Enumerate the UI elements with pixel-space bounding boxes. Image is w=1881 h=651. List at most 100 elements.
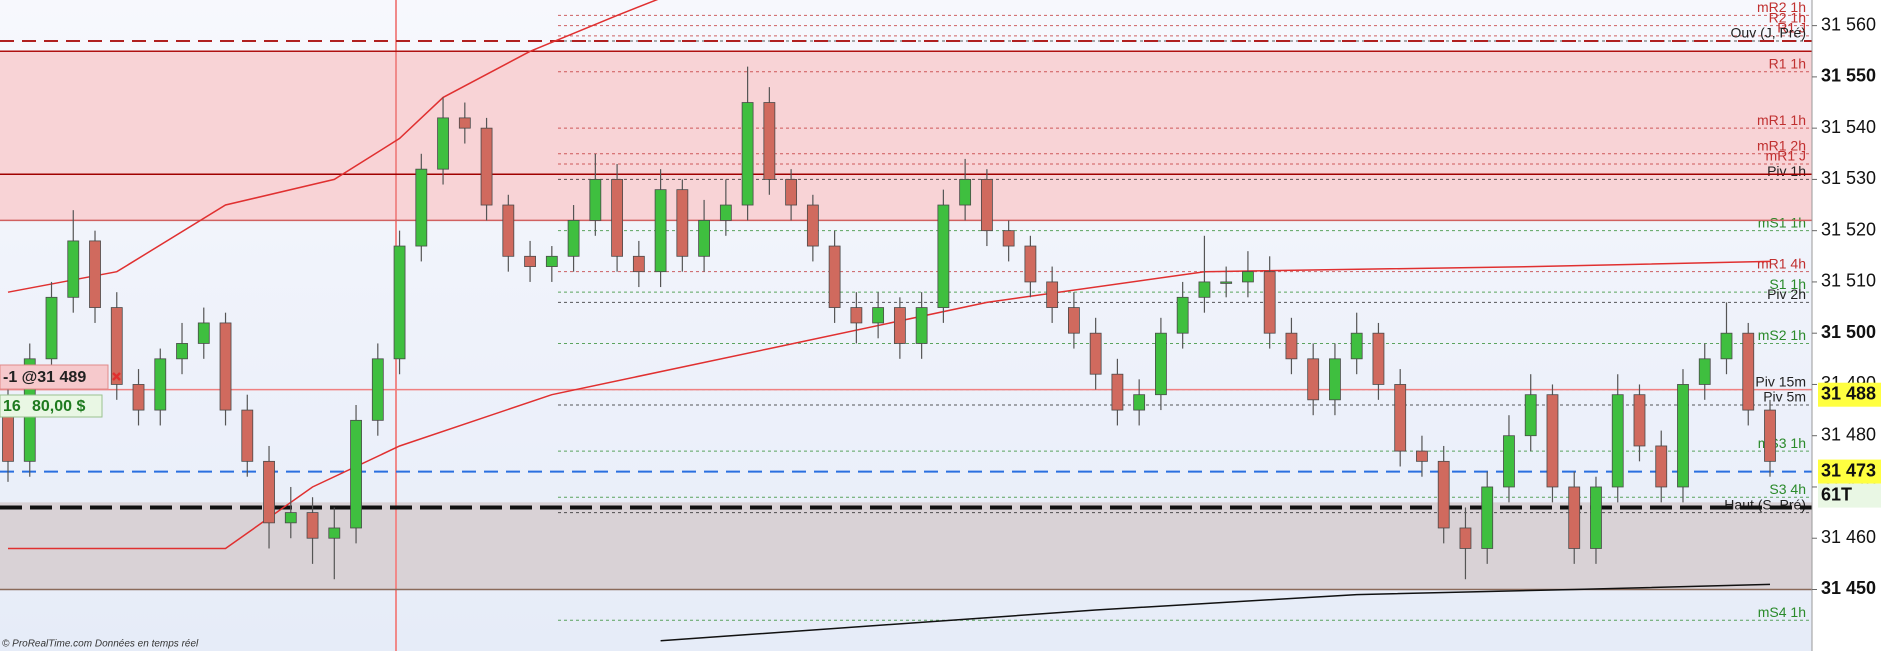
level-label: mS1 1h [1758,214,1806,230]
candle-body [937,204,950,308]
candle-body [1111,373,1124,411]
candle-body [1416,450,1428,462]
candle-body [1198,281,1211,298]
candle-body [524,255,536,267]
candle-body [480,127,493,206]
level-label: S3 4h [1769,481,1806,497]
candle-body [437,117,449,170]
candle-body [959,179,972,206]
candle-body [1285,332,1298,360]
candle-body [67,240,80,298]
order-box [0,364,109,390]
price-badge-label: 31 488 [1821,383,1876,403]
overlay-line [7,0,659,293]
candle-body [89,240,101,308]
y-tick-label: 31 510 [1821,271,1876,291]
level-label: Piv 15m [1755,373,1806,389]
y-tick-label: 31 540 [1821,117,1876,137]
axis-panel [1812,0,1881,651]
footer: © ProRealTime.com Données en temps réel [2,639,199,650]
candle-body [110,307,123,385]
candle-body [741,102,754,206]
level-label: Ouv (J, Pré) [1731,25,1806,41]
candle-body [1568,486,1581,549]
level-label: mR1 2h [1757,137,1806,153]
candle-body [197,322,210,344]
candle-body [545,255,558,267]
candle-body [241,409,254,462]
quantity-label: 16 [3,398,21,415]
candle-body [284,512,297,524]
candle-body [719,204,732,221]
candle-body [1220,281,1233,284]
y-tick-label: 31 460 [1821,527,1876,547]
candle-body [611,179,623,257]
candle-body [1024,245,1037,283]
volume-label: 61T [1821,484,1852,504]
level-label: Piv 2h [1767,286,1806,302]
candle-body [132,384,145,411]
candle-body [1677,384,1689,488]
price-badge [1818,459,1881,484]
y-tick-label: 31 520 [1821,219,1876,239]
price-badge [1818,382,1881,407]
candle-body [698,220,710,257]
candle-body [1155,332,1167,396]
close-icon[interactable] [112,372,121,381]
candle-body [872,307,885,324]
y-tick-label: 31 500 [1821,322,1876,342]
candle-body [1329,358,1341,401]
zone [0,51,1812,221]
candle-body [1764,409,1776,462]
position-panel: -1 @31 489 16 80,00 $ [0,364,121,418]
candle-body [763,102,776,180]
candle-body [632,255,645,273]
candle-body [1524,394,1537,437]
y-tick-label: 31 550 [1821,66,1876,86]
candle-body [915,307,928,344]
volume-badge [1818,483,1881,508]
candle-body [1633,394,1646,447]
candle-body [1611,394,1624,488]
candle-body [176,343,188,360]
candle-body [1002,230,1015,247]
candle-body [1263,271,1276,334]
candle-body [1437,460,1450,529]
candle-body [1394,384,1407,452]
y-tick-label: 31 530 [1821,168,1876,188]
candle-body [1546,394,1559,488]
candle-body [1503,435,1515,488]
level-label: mS4 1h [1758,604,1806,620]
candle-body [1720,332,1733,360]
y-tick-label: 31 450 [1821,578,1876,598]
candle-body [263,460,275,524]
candle-body [1089,332,1102,375]
candle-body [850,307,863,324]
level-label: Piv 1h [1767,163,1806,179]
candle-body [1242,271,1254,283]
level-label: R1 J [1777,20,1806,36]
candle-body [1068,307,1080,334]
candle-body [393,245,406,360]
candle-body [1176,296,1189,334]
candle-body [154,358,167,411]
order-label[interactable]: -1 @31 489 [3,369,86,386]
candle-body [328,527,341,539]
candle-body [589,179,602,221]
candle-body [676,189,689,257]
y-tick-label: 31 480 [1821,424,1876,444]
pnl-label: 80,00 $ [32,398,85,415]
candle-body [893,307,906,344]
candle-body [306,512,319,539]
candle-body [654,189,667,273]
candle-body [828,245,841,308]
price-badge-label: 31 473 [1821,460,1876,480]
candle-body [806,204,819,247]
level-label: mR1 1h [1757,112,1806,128]
candle-body [1655,445,1668,488]
level-label: mR1 4h [1757,255,1806,271]
